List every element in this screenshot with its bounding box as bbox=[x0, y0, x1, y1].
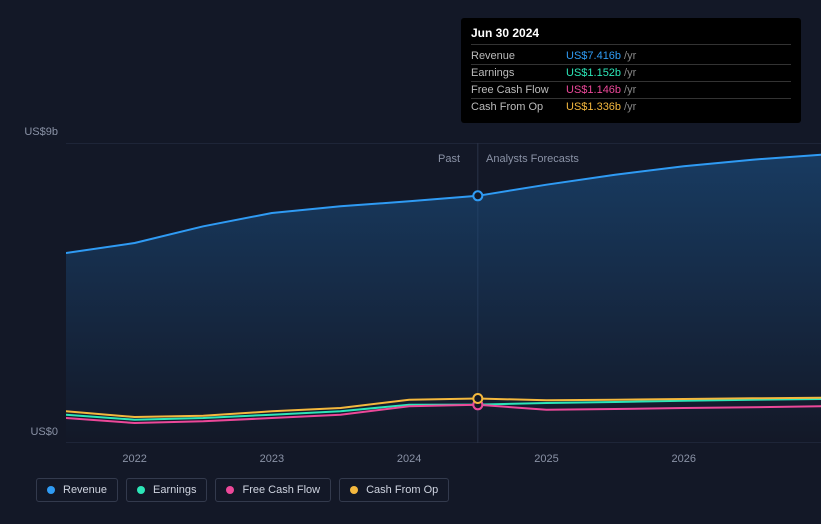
tooltip-row-unit: /yr bbox=[624, 84, 636, 96]
x-tick: 2025 bbox=[534, 453, 558, 465]
tooltip-row-value: US$1.336b bbox=[566, 101, 621, 113]
legend-item[interactable]: Cash From Op bbox=[339, 478, 449, 502]
plot-area[interactable] bbox=[66, 143, 821, 443]
tooltip-row: RevenueUS$7.416b/yr bbox=[471, 48, 791, 65]
legend-item[interactable]: Earnings bbox=[126, 478, 207, 502]
legend-label: Earnings bbox=[153, 484, 196, 496]
past-label: Past bbox=[438, 153, 460, 165]
tooltip-row-value: US$1.146b bbox=[566, 84, 621, 96]
tooltip-row-label: Free Cash Flow bbox=[471, 84, 566, 96]
legend-dot bbox=[226, 486, 234, 494]
forecast-label: Analysts Forecasts bbox=[486, 153, 579, 165]
y-tick-min: US$0 bbox=[18, 426, 58, 438]
legend-label: Free Cash Flow bbox=[242, 484, 320, 496]
tooltip-row-label: Cash From Op bbox=[471, 101, 566, 113]
legend-dot bbox=[137, 486, 145, 494]
y-tick-max: US$9b bbox=[18, 126, 58, 138]
legend-dot bbox=[350, 486, 358, 494]
tooltip-row: EarningsUS$1.152b/yr bbox=[471, 65, 791, 82]
tooltip-row-label: Earnings bbox=[471, 67, 566, 79]
tooltip-row-unit: /yr bbox=[624, 67, 636, 79]
legend-item[interactable]: Free Cash Flow bbox=[215, 478, 331, 502]
tooltip-row-label: Revenue bbox=[471, 50, 566, 62]
chart-legend: Revenue Earnings Free Cash Flow Cash From O… bbox=[36, 478, 449, 502]
tooltip-row: Free Cash FlowUS$1.146b/yr bbox=[471, 82, 791, 99]
tooltip-row-value: US$1.152b bbox=[566, 67, 621, 79]
legend-label: Cash From Op bbox=[366, 484, 438, 496]
legend-label: Revenue bbox=[63, 484, 107, 496]
tooltip-row-unit: /yr bbox=[624, 50, 636, 62]
legend-dot bbox=[47, 486, 55, 494]
chart-tooltip: Jun 30 2024 RevenueUS$7.416b/yrEarningsU… bbox=[461, 18, 801, 123]
financials-chart: US$9b US$0 Past Analysts Forecasts 2022 2… bbox=[18, 18, 803, 506]
chart-svg bbox=[66, 143, 821, 443]
x-tick: 2022 bbox=[122, 453, 146, 465]
tooltip-title: Jun 30 2024 bbox=[471, 26, 791, 45]
tooltip-row-value: US$7.416b bbox=[566, 50, 621, 62]
tooltip-row: Cash From OpUS$1.336b/yr bbox=[471, 99, 791, 115]
x-tick: 2023 bbox=[260, 453, 284, 465]
tooltip-row-unit: /yr bbox=[624, 101, 636, 113]
legend-item[interactable]: Revenue bbox=[36, 478, 118, 502]
x-tick: 2026 bbox=[671, 453, 695, 465]
x-tick: 2024 bbox=[397, 453, 421, 465]
